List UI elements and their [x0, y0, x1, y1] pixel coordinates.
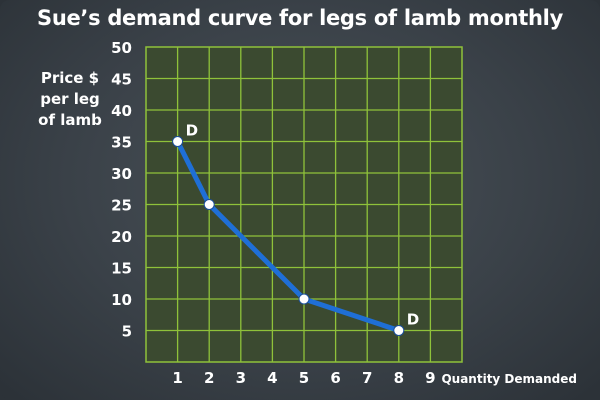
y-axis-label-line-1: Price $ — [40, 69, 100, 87]
y-tick-label: 25 — [111, 197, 132, 215]
y-tick-label: 20 — [111, 228, 132, 246]
data-point — [298, 293, 310, 305]
point-label-d: D — [186, 122, 198, 140]
x-tick-label: 2 — [204, 369, 214, 387]
x-tick-label: 5 — [299, 369, 309, 387]
x-tick-label: 4 — [267, 369, 277, 387]
x-axis-label: Quantity Demanded — [441, 372, 577, 386]
y-tick-label: 50 — [111, 39, 132, 57]
data-point — [203, 199, 215, 210]
y-tick-label: 5 — [122, 323, 132, 341]
demand-curve-line — [175, 139, 402, 333]
y-axis-label-line-3: of lamb — [38, 111, 102, 129]
y-tick-label: 40 — [111, 102, 132, 120]
data-point — [393, 325, 405, 336]
x-tick-label: 8 — [394, 369, 404, 387]
y-tick-label: 35 — [111, 134, 132, 152]
x-tick-label: 3 — [236, 369, 246, 387]
chart-title: Sue’s demand curve for legs of lamb mont… — [37, 6, 563, 30]
y-axis-label: Price $ per leg of lamb — [22, 68, 118, 131]
point-label-d: D — [407, 311, 419, 329]
x-tick-label: 7 — [362, 369, 372, 387]
y-axis-label-line-2: per leg — [40, 90, 100, 108]
y-tick-label: 15 — [111, 260, 132, 278]
y-tick-label: 10 — [111, 291, 132, 309]
data-point — [172, 136, 184, 147]
y-tick-label: 30 — [111, 165, 132, 183]
x-tick-label: 1 — [172, 369, 182, 387]
y-tick-label: 45 — [111, 71, 132, 89]
x-tick-label: 6 — [330, 369, 340, 387]
x-tick-label: 9 — [425, 369, 435, 387]
